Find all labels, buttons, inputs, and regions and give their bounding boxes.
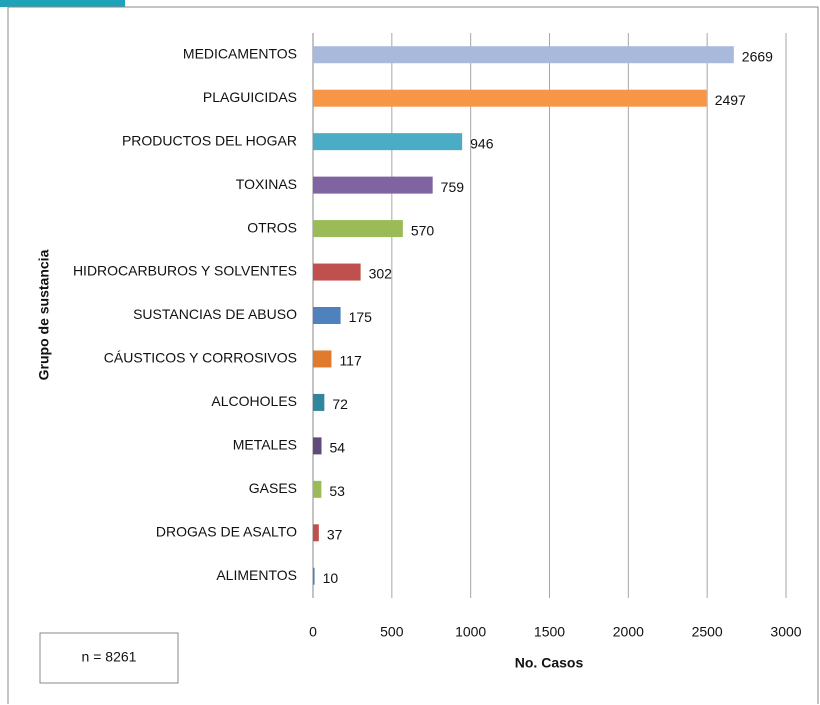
data-label: 2497 [715, 92, 746, 108]
y-tick-label: ALCOHOLES [211, 393, 297, 409]
y-tick-label: OTROS [247, 219, 297, 235]
bar [313, 263, 361, 281]
data-label: 37 [327, 527, 343, 543]
x-tick-label: 1000 [455, 624, 486, 640]
data-label: 54 [330, 440, 346, 456]
note: n = 8261 [82, 649, 137, 665]
x-tick-label: 0 [309, 624, 317, 640]
y-tick-label: DROGAS DE ASALTO [156, 524, 297, 540]
y-tick-label: MEDICAMENTOS [183, 45, 297, 61]
data-label: 72 [332, 396, 348, 412]
x-tick-label: 500 [380, 624, 404, 640]
x-tick-label: 2000 [613, 624, 644, 640]
bar [313, 567, 315, 585]
y-axis-label: Grupo de sustancia [36, 249, 52, 380]
y-tick-label: SUSTANCIAS DE ABUSO [133, 306, 297, 322]
header-tab [0, 0, 125, 7]
data-label: 175 [349, 309, 373, 325]
y-tick-label: TOXINAS [236, 176, 297, 192]
y-tick-label: ALIMENTOS [216, 567, 297, 583]
y-tick-label: PLAGUICIDAS [203, 89, 297, 105]
data-label: 10 [323, 570, 339, 586]
data-label: 302 [369, 266, 393, 282]
data-label: 570 [411, 222, 435, 238]
y-tick-label: CÁUSTICOS Y CORROSIVOS [104, 350, 297, 366]
x-tick-label: 2500 [692, 624, 723, 640]
bar [313, 133, 463, 151]
data-label: 759 [441, 179, 465, 195]
bar [313, 220, 403, 238]
bar [313, 437, 322, 455]
bar [313, 393, 325, 411]
bar [313, 350, 332, 368]
note-box [39, 632, 179, 684]
x-axis-label: No. Casos [515, 655, 584, 671]
bar [313, 307, 341, 324]
bar [313, 89, 707, 107]
bar [313, 176, 433, 194]
x-tick-label: 1500 [534, 624, 565, 640]
bar [313, 46, 734, 64]
bar [313, 480, 322, 498]
y-tick-label: HIDROCARBUROS Y SOLVENTES [73, 263, 297, 279]
data-label: 2669 [742, 48, 773, 64]
data-label: 117 [339, 353, 362, 369]
frame [7, 6, 819, 704]
y-tick-label: GASES [249, 480, 297, 496]
bar [313, 524, 319, 542]
data-label: 946 [470, 135, 494, 151]
data-label: 53 [329, 483, 345, 499]
y-tick-label: METALES [233, 437, 297, 453]
y-tick-label: PRODUCTOS DEL HOGAR [122, 132, 297, 148]
x-tick-label: 3000 [770, 624, 801, 640]
